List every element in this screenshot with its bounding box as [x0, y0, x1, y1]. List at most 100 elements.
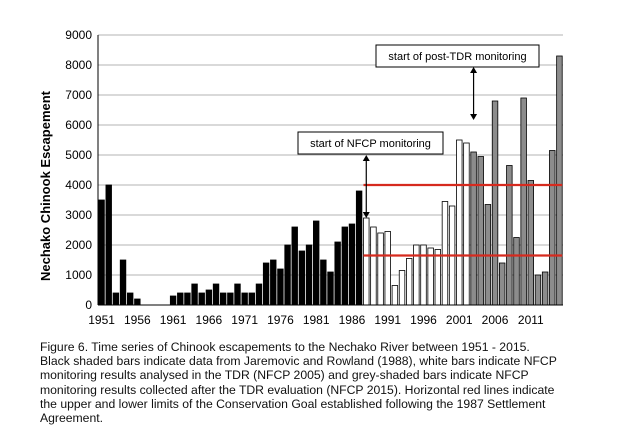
bar-grey	[477, 156, 484, 306]
bar-black	[212, 283, 220, 306]
bar-white	[406, 258, 413, 306]
annotation-arrowhead	[362, 155, 370, 161]
bar-grey	[520, 97, 527, 306]
x-tick-label: 1956	[124, 313, 151, 327]
bar-black	[234, 283, 241, 306]
bar-white	[377, 232, 384, 306]
annotations: start of NFCP monitoring start of post-TD…	[297, 44, 540, 218]
x-tick-label: 1991	[374, 313, 401, 327]
bar-white	[463, 142, 470, 306]
bar-black	[313, 220, 320, 306]
bar-black	[105, 184, 112, 306]
caption-line: Agreement.	[40, 411, 104, 426]
y-tick-label: 1000	[65, 268, 92, 282]
bar-white	[391, 285, 399, 306]
x-tick-label: 2011	[518, 313, 544, 327]
bar-black	[112, 292, 120, 306]
x-tick-labels: 1951 1956 1961 1966 1971 1976 1981 1986 1991 1996…	[88, 313, 544, 327]
bar-black	[305, 244, 313, 306]
bar-white	[370, 226, 377, 306]
y-tick-label: 0	[85, 298, 92, 312]
bar-grey	[527, 180, 534, 306]
bar-black	[262, 262, 270, 306]
caption-line: monitoring results collected after the T…	[40, 382, 555, 397]
annotation-arrowhead	[470, 67, 478, 73]
annotation-label: start of post-TDR monitoring	[388, 51, 526, 63]
annotation-arrowhead	[470, 114, 478, 120]
bar-grey	[499, 262, 506, 306]
bar-white	[413, 244, 420, 306]
y-tick-label: 3000	[65, 208, 92, 222]
y-tick-labels: 0 1000 2000 3000 4000 5000 6000 7000 8000 9000	[65, 28, 92, 312]
bar-black	[320, 259, 327, 306]
bar-black	[348, 223, 356, 306]
chart: 0 1000 2000 3000 4000 5000 6000 7000 8000 9000 19…	[38, 28, 563, 327]
caption-line: the upper and lower limits of the Conser…	[40, 396, 546, 411]
caption-line: Black shaded bars indicate data from Jar…	[40, 354, 557, 369]
y-tick-label: 7000	[65, 88, 92, 102]
bar-black	[191, 283, 198, 306]
x-tick-label: 1996	[410, 313, 437, 327]
bar-white	[398, 270, 406, 306]
bar-grey	[470, 151, 477, 306]
bar-grey	[513, 237, 520, 306]
x-tick-label: 1951	[88, 313, 115, 327]
annotation-label: start of NFCP monitoring	[310, 138, 431, 150]
bar-white	[434, 249, 441, 306]
bar-white	[420, 244, 427, 306]
y-axis-label: Nechako Chinook Escapement	[38, 90, 53, 281]
bar-grey	[556, 55, 563, 306]
bar-grey	[491, 100, 499, 306]
bar-grey	[534, 274, 542, 306]
y-tick-label: 2000	[65, 238, 92, 252]
x-tick-label: 2001	[446, 313, 473, 327]
bar-white	[456, 139, 463, 306]
annotation-box	[375, 44, 540, 68]
annotation-arrowhead	[362, 212, 370, 218]
annotation-box	[297, 131, 444, 155]
bar-black	[220, 292, 227, 306]
bar-black	[334, 241, 341, 306]
y-tick-label: 5000	[65, 148, 92, 162]
bar-black	[255, 283, 263, 306]
x-tick-label: 1981	[303, 313, 330, 327]
x-tick-label: 1971	[231, 313, 258, 327]
bar-white	[441, 201, 449, 306]
y-tick-label: 8000	[65, 58, 92, 72]
bar-black	[341, 226, 348, 306]
caption-line: Figure 6. Time series of Chinook escapem…	[40, 340, 530, 354]
bar-black	[355, 190, 363, 306]
bar-black	[169, 295, 177, 306]
bar-grey	[506, 165, 513, 306]
x-tick-label: 2006	[482, 313, 509, 327]
bar-black	[227, 292, 234, 306]
x-tick-label: 1986	[339, 313, 366, 327]
bar-grey	[549, 150, 556, 306]
axes	[97, 35, 563, 306]
bar-black	[205, 289, 213, 306]
figure-caption: Figure 6. Time series of Chinook escapem…	[40, 340, 620, 425]
bar-black	[98, 199, 105, 306]
bar-black	[241, 292, 248, 306]
x-tick-label: 1976	[267, 313, 294, 327]
bar-grey	[541, 271, 549, 306]
bar-black	[291, 226, 298, 306]
bar-black	[177, 292, 184, 306]
bar-black	[327, 271, 334, 306]
bar-white	[384, 231, 391, 306]
y-tick-label: 4000	[65, 178, 92, 192]
y-tick-label: 9000	[65, 28, 92, 42]
bar-black	[248, 292, 255, 306]
x-tick-label: 1966	[196, 313, 223, 327]
bar-black	[134, 298, 141, 306]
reference-lines	[363, 183, 563, 257]
bar-black	[298, 250, 306, 306]
caption-line: monitoring results analysed in the TDR (…	[40, 368, 529, 383]
y-tick-label: 6000	[65, 118, 92, 132]
bar-black	[184, 292, 191, 306]
bar-black	[277, 268, 284, 306]
x-tick-label: 1961	[160, 313, 187, 327]
bar-black	[119, 259, 127, 306]
bar-black	[284, 244, 291, 306]
bar-black	[270, 259, 277, 306]
